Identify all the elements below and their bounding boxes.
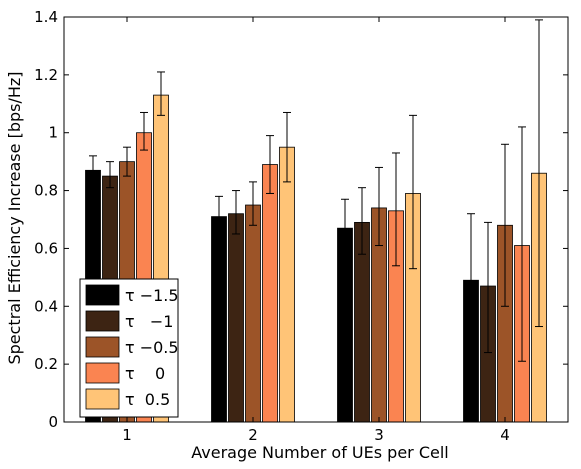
bar-3-series-0 xyxy=(337,227,353,423)
y-tick-label: 0 xyxy=(48,413,58,431)
bar-2-series-4 xyxy=(279,146,295,423)
y-tick-label: 0.4 xyxy=(34,297,58,315)
y-tick-label: 0.8 xyxy=(34,182,58,200)
y-axis-label: Spectral Efficiency Increase [bps/Hz] xyxy=(5,71,24,364)
legend-swatch-1 xyxy=(85,310,120,332)
bar-2-series-3 xyxy=(262,164,278,423)
legend-swatch-4 xyxy=(85,388,120,410)
y-tick-label: 1.4 xyxy=(34,8,58,26)
x-tick-label: 1 xyxy=(122,426,132,444)
bar-2-series-2 xyxy=(245,204,261,423)
y-tick-label: 1.2 xyxy=(34,66,58,84)
x-tick-label: 2 xyxy=(248,426,258,444)
legend-label-3: τ 0 xyxy=(125,364,165,383)
legend-label-4: τ 0.5 xyxy=(125,390,170,409)
x-tick-label: 3 xyxy=(374,426,384,444)
axes-layer: 0 0.2 0.4 0.6 0.8 1 1.2 1.4 1 2 3 4 xyxy=(34,8,569,444)
plot-frame xyxy=(63,16,569,423)
x-tick-label: 4 xyxy=(500,426,510,444)
y-tick-label: 0.6 xyxy=(34,239,58,257)
legend-swatch-3 xyxy=(85,362,120,384)
bar-2-series-1 xyxy=(228,213,244,423)
legend-label-2: τ −0.5 xyxy=(125,338,179,357)
y-tick-label: 0.2 xyxy=(34,355,58,373)
legend-swatch-2 xyxy=(85,336,120,358)
x-axis-label: Average Number of UEs per Cell xyxy=(191,443,448,462)
bar-2-series-0 xyxy=(211,216,227,423)
legend-label-0: τ −1.5 xyxy=(125,286,179,305)
y-tick-label: 1 xyxy=(48,124,58,142)
legend-label-1: τ −1 xyxy=(125,312,173,331)
legend: τ −1.5 τ −1 τ −0.5 τ 0 τ 0.5 xyxy=(79,278,179,418)
legend-swatch-0 xyxy=(85,284,120,306)
